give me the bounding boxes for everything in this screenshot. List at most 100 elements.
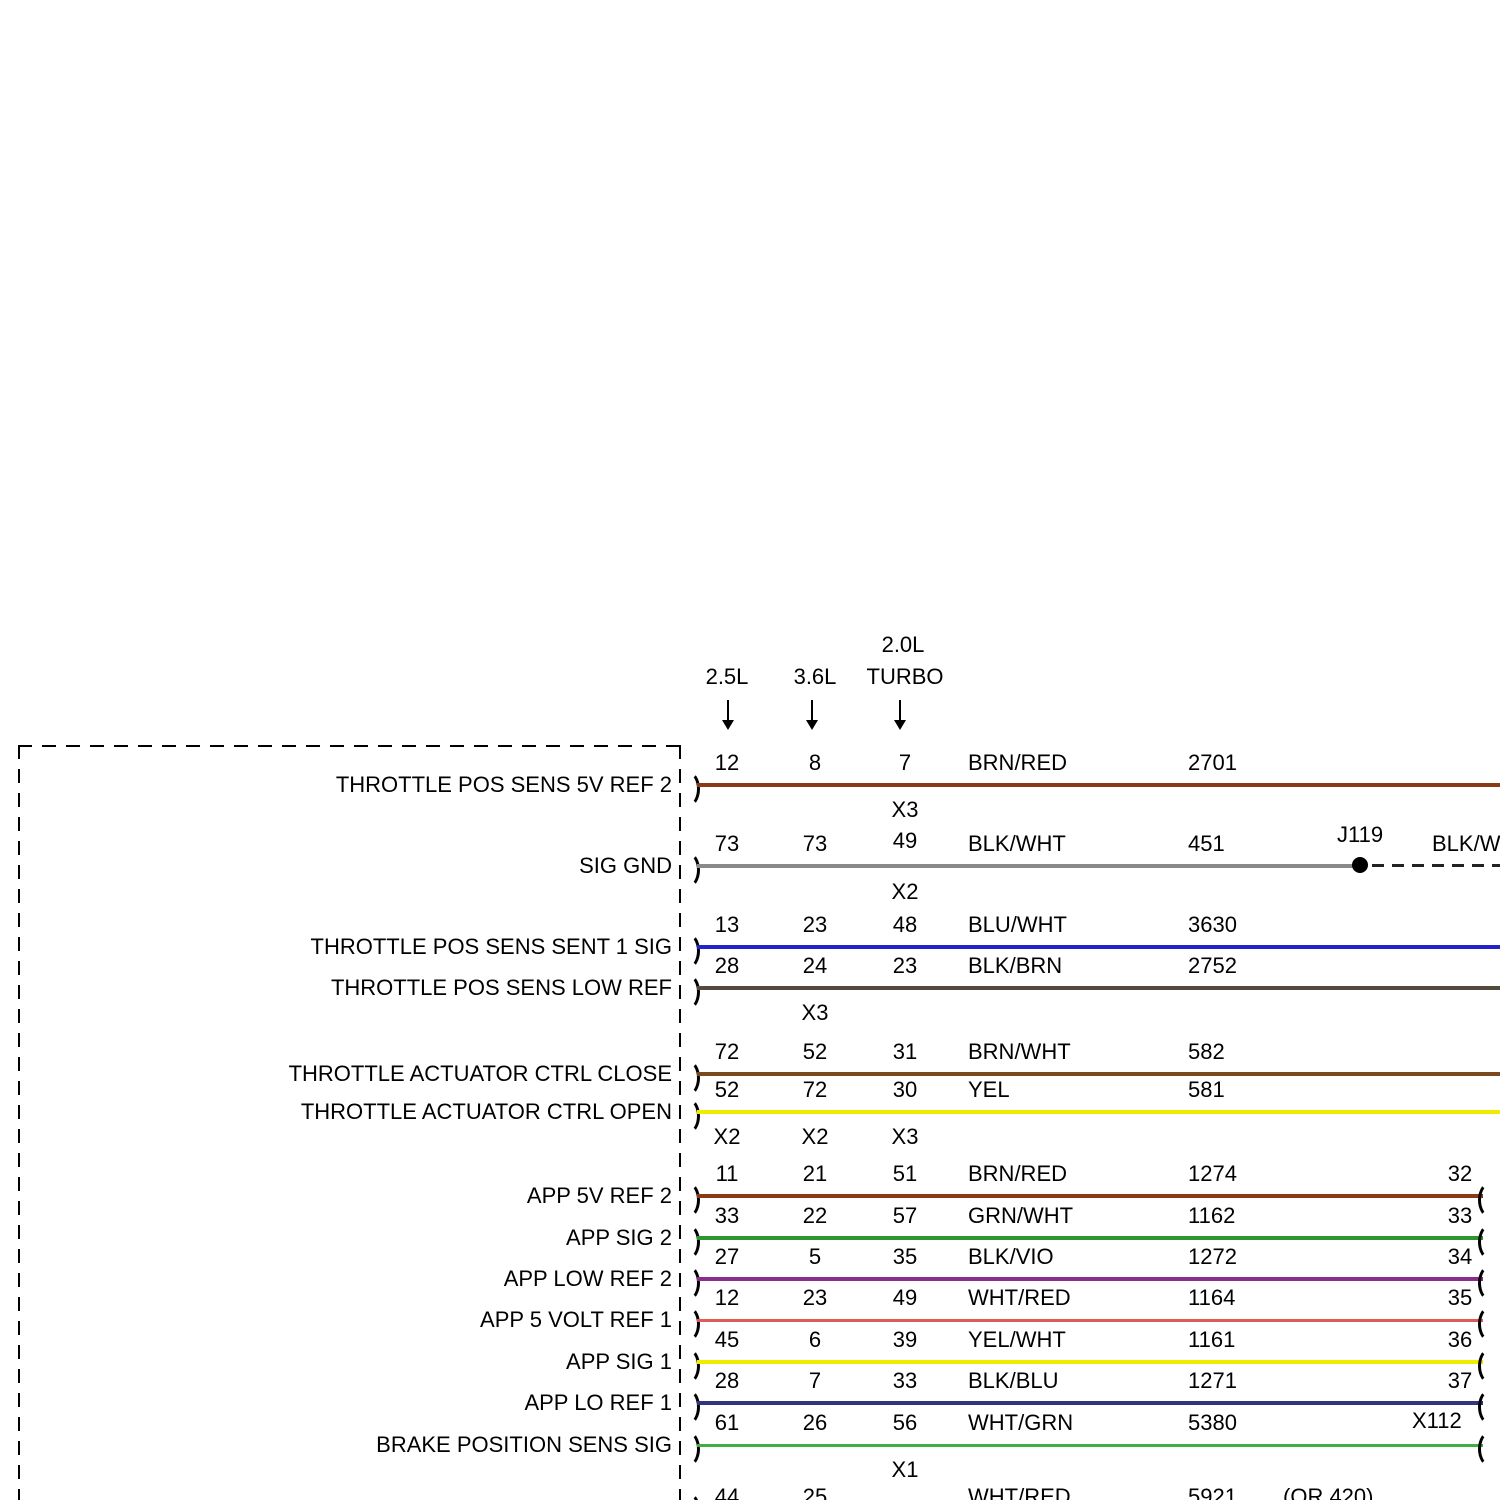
pin-number: 44 [714,1484,740,1500]
wire-color-code: BLK/WHT [968,831,1066,856]
circuit-number: 451 [1188,831,1225,856]
wire-row-label: APP LO REF 1 [524,1390,672,1415]
pin-number: 52 [802,1039,828,1064]
circuit-number: 5380 [1188,1410,1237,1435]
connector-section-label: X3 [891,1124,919,1149]
circuit-number: 1162 [1188,1203,1236,1228]
connector-section-label: X3 [801,1000,829,1025]
pin-number: 56 [892,1410,918,1435]
pin-number: 49 [892,1285,918,1310]
circuit-number: 1164 [1188,1285,1236,1310]
wire-line [697,945,1500,949]
down-arrow-icon [894,700,906,730]
wire-row-label: APP SIG 1 [566,1349,672,1374]
pin-number: 45 [714,1327,740,1352]
pin-number: 51 [892,1161,918,1186]
connector-section-label: X3 [891,797,919,822]
down-arrow-icon [722,700,734,730]
circuit-number: 3630 [1188,912,1237,937]
wire-color-code: YEL/WHT [968,1327,1066,1352]
wire-line [697,1194,1483,1198]
pin-number: 12 [714,1285,740,1310]
wire-color-code: YEL [968,1077,1010,1102]
connector-section-label: X2 [891,879,919,904]
pin-number: 73 [802,831,828,856]
connector-pin-icon [676,1306,700,1342]
wire-line [697,783,1500,787]
pin-number: 30 [892,1077,918,1102]
pin-number: 5 [808,1244,822,1269]
circuit-number: 1271 [1188,1368,1237,1393]
wire-line [697,1236,1483,1240]
connector-pin-icon [676,1224,700,1260]
right-pin-number: 34 [1447,1244,1473,1269]
wire-color-code: GRN/WHT [968,1203,1074,1228]
wire-row-label: THROTTLE ACTUATOR CTRL OPEN [300,1099,672,1124]
wire-line [697,864,1355,868]
pin-number: 21 [802,1161,828,1186]
circuit-number: 2752 [1188,953,1237,978]
right-pin-number: 33 [1447,1203,1473,1228]
wire-line [697,1444,1483,1447]
wire-row-label: SIG GND [579,853,672,878]
connector-pin-icon [1478,1182,1500,1218]
pin-number: 31 [892,1039,918,1064]
connector-pin-icon [1478,1224,1500,1260]
connector-section-label: X2 [801,1124,829,1149]
pin-number: 72 [714,1039,740,1064]
pin-number: 13 [714,912,740,937]
wire-row-label: APP LOW REF 2 [503,1266,672,1291]
pin-number: 48 [892,912,918,937]
pin-number: 24 [802,953,828,978]
junction-dot-icon [1352,857,1368,873]
connector-pin-icon [676,1431,700,1467]
circuit-number: 1161 [1188,1327,1236,1352]
wire-row-label: BRAKE POSITION SENS SIG [376,1432,672,1457]
pin-number: 7 [808,1368,822,1393]
circuit-number: 5921 [1188,1484,1237,1500]
pin-number: 23 [802,1285,828,1310]
wire-row-label: THROTTLE POS SENS 5V REF 2 [335,772,672,797]
connector-pin-icon [676,1098,700,1134]
circuit-number: 2701 [1188,750,1237,775]
connector-pin-icon [676,933,700,969]
circuit-number: 1274 [1188,1161,1237,1186]
connector-pin-icon [1478,1348,1500,1384]
connector-pin-icon [676,1348,700,1384]
connector-pin-icon [676,852,700,888]
wire-color-code: BRN/RED [968,1161,1068,1186]
ecm-boundary-left [18,745,20,1500]
wire-color-code: BLU/WHT [968,912,1067,937]
connector-pin-icon [676,1389,700,1425]
circuit-number: 1272 [1188,1244,1237,1269]
wire-line [697,1319,1483,1322]
pin-number: 11 [715,1161,739,1186]
junction-label: J119 [1337,822,1384,847]
connector-section-label: X2 [713,1124,741,1149]
wire-color-code: BLK/WHT [1432,831,1500,856]
wire-row-label: APP 5 VOLT REF 1 [480,1307,672,1332]
pin-number: 25 [802,1484,828,1500]
connector-pin-icon [1478,1431,1500,1467]
right-pin-number: 37 [1447,1368,1473,1393]
connector-pin-icon [676,974,700,1010]
down-arrow-icon [806,700,818,730]
pin-number: 33 [714,1203,740,1228]
pin-number: 28 [714,953,740,978]
circuit-number: 582 [1188,1039,1225,1064]
wire-color-code: WHT/RED [968,1285,1071,1310]
wire-color-code: BRN/RED [968,750,1068,775]
connector-section-label: X1 [891,1457,919,1482]
wire-row-label: THROTTLE POS SENS LOW REF [330,975,672,1000]
pin-number: 57 [892,1203,918,1228]
right-pin-number: 32 [1447,1161,1473,1186]
pin-number: 28 [714,1368,740,1393]
pin-number: 35 [892,1244,918,1269]
pin-number: 33 [892,1368,918,1393]
pin-number: 6 [808,1327,822,1352]
wire-line [697,1072,1500,1076]
pin-number: 12 [714,750,740,775]
circuit-number: 581 [1188,1077,1225,1102]
wire-color-code: BLK/VIO [968,1244,1054,1269]
